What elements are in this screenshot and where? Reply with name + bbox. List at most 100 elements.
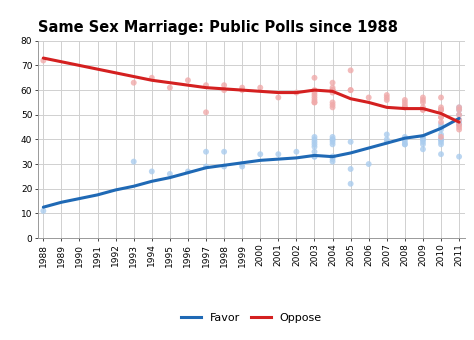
Point [437,107,445,113]
Point [202,164,210,169]
Point [456,122,463,128]
Point [383,139,391,144]
Point [329,137,337,142]
Point [184,169,192,174]
Point [383,137,391,142]
Point [383,95,391,100]
Point [383,132,391,137]
Point [310,154,318,159]
Text: Same Sex Marriage: Public Polls since 1988: Same Sex Marriage: Public Polls since 19… [38,20,398,35]
Point [202,83,210,88]
Point [401,134,409,140]
Point [401,139,409,144]
Point [365,95,373,100]
Point [347,87,355,93]
Point [401,97,409,103]
Point [437,124,445,130]
Point [310,97,318,103]
Point [310,134,318,140]
Point [437,139,445,144]
Point [437,105,445,110]
Point [437,137,445,142]
Point [329,85,337,90]
Point [329,90,337,95]
Point [148,75,155,81]
Point [401,105,409,110]
Point [401,105,409,110]
Point [329,102,337,108]
Point [437,142,445,147]
Point [456,112,463,118]
Point [329,87,337,93]
Point [148,169,155,174]
Point [437,127,445,132]
Point [456,105,463,110]
Point [347,181,355,187]
Point [437,134,445,140]
Point [256,85,264,90]
Point [401,142,409,147]
Point [347,139,355,144]
Point [310,154,318,159]
Point [419,139,427,144]
Point [456,119,463,125]
Point [347,68,355,73]
Point [401,137,409,142]
Point [365,162,373,167]
Point [220,164,228,169]
Point [456,107,463,113]
Point [456,107,463,113]
Point [437,137,445,142]
Point [130,80,137,85]
Point [419,137,427,142]
Point [419,142,427,147]
Point [238,164,246,169]
Point [456,124,463,130]
Point [419,137,427,142]
Point [401,102,409,108]
Point [329,137,337,142]
Point [292,90,300,95]
Point [329,105,337,110]
Point [238,162,246,167]
Point [310,100,318,105]
Point [437,122,445,128]
Point [329,154,337,159]
Point [419,100,427,105]
Point [437,119,445,125]
Point [274,152,282,157]
Point [39,58,47,63]
Point [130,159,137,164]
Point [383,92,391,98]
Point [437,152,445,157]
Point [437,107,445,113]
Point [347,166,355,172]
Point [437,132,445,137]
Point [437,115,445,120]
Point [310,137,318,142]
Point [419,147,427,152]
Point [456,117,463,122]
Point [202,149,210,154]
Point [220,87,228,93]
Point [401,100,409,105]
Point [310,87,318,93]
Point [329,156,337,162]
Point [310,92,318,98]
Point [456,127,463,132]
Point [310,139,318,144]
Point [310,90,318,95]
Point [347,87,355,93]
Point [456,117,463,122]
Point [419,97,427,103]
Point [419,134,427,140]
Point [456,112,463,118]
Point [238,85,246,90]
Point [166,85,173,90]
Point [166,171,173,177]
Point [256,152,264,157]
Point [383,97,391,103]
Point [310,75,318,81]
Point [437,95,445,100]
Point [419,95,427,100]
